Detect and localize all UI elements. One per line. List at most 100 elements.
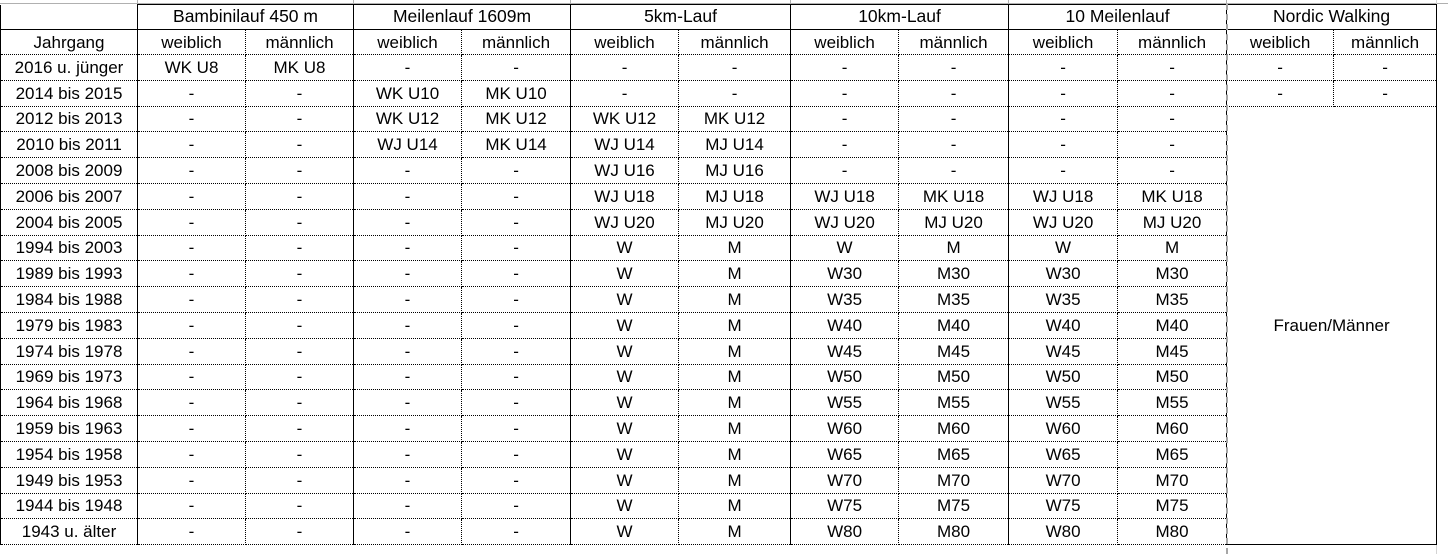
cell-bambinilauf-weiblich: - (137, 235, 246, 262)
cell-10meilen-maennlich: - (1117, 80, 1228, 107)
table-row: 1989 bis 1993- - - - W M W30 M30 W30 M30 (0, 260, 1437, 288)
cell-10meilen-maennlich: M30 (1117, 260, 1228, 288)
cell-meilenlauf-weiblich: - (353, 441, 463, 468)
cell-5km-weiblich: WK U12 (570, 106, 680, 133)
cell-10km-weiblich: W80 (790, 518, 900, 546)
gutter-horizontal-rule (0, 3, 1448, 4)
cell-meilenlauf-maennlich: - (461, 415, 572, 442)
cell-5km-maennlich: MJ U18 (678, 183, 792, 210)
event-header-bambinilauf: Bambinilauf 450 m (136, 4, 355, 30)
cell-10km-weiblich: W55 (790, 389, 900, 417)
row-header-jahrgang: 2010 bis 2011 (0, 131, 138, 159)
table-row: 1979 bis 1983- - - - W M W40 M40 W40 M40 (0, 312, 1437, 339)
cell-10meilen-maennlich: - (1117, 54, 1228, 81)
gutter-column-divider-4 (790, 0, 791, 4)
cell-meilenlauf-maennlich: - (461, 312, 572, 339)
cell-meilenlauf-weiblich: - (353, 183, 463, 210)
cell-10meilen-weiblich: - (1008, 54, 1119, 81)
cell-bambinilauf-weiblich: - (137, 493, 246, 520)
cell-5km-maennlich: - (678, 54, 792, 81)
event-header-5km-lauf: 5km-Lauf (570, 4, 792, 30)
cell-meilenlauf-weiblich: - (353, 338, 463, 365)
row-header-jahrgang: 1979 bis 1983 (0, 312, 138, 339)
cell-5km-weiblich: WJ U16 (570, 157, 680, 184)
cell-meilenlauf-maennlich: - (461, 441, 572, 468)
cell-bambinilauf-weiblich: - (137, 338, 246, 365)
cell-10km-weiblich: WJ U20 (790, 209, 900, 236)
cell-bambinilauf-maennlich: - (244, 235, 355, 262)
cell-10km-weiblich: W30 (790, 260, 900, 288)
cell-bambinilauf-maennlich: - (244, 493, 355, 520)
cell-5km-weiblich: W (570, 441, 680, 468)
cell-5km-weiblich: W (570, 415, 680, 442)
column-header-bambinilauf-maennlich: männlich (244, 29, 355, 55)
table-row: 1974 bis 1978- - - - W M W45 M45 W45 M45 (0, 338, 1437, 365)
cell-10km-maennlich: M35 (898, 286, 1010, 313)
cell-meilenlauf-maennlich: - (461, 183, 572, 210)
cell-10km-weiblich: - (790, 157, 900, 184)
cell-10meilen-weiblich: - (1008, 80, 1119, 107)
cell-10meilen-maennlich: M45 (1117, 338, 1228, 365)
cell-10meilen-weiblich: W65 (1008, 441, 1119, 468)
cell-5km-weiblich: W (570, 493, 680, 520)
header-row-events: Bambinilauf 450 m Meilenlauf 1609m 5km-L… (0, 4, 1438, 30)
cell-10km-maennlich: M70 (898, 467, 1010, 494)
cell-bambinilauf-weiblich: - (137, 209, 246, 236)
cell-10km-maennlich: - (898, 131, 1010, 159)
cell-meilenlauf-weiblich: WK U10 (353, 80, 463, 107)
row-header-jahrgang: 1969 bis 1973 (0, 364, 138, 391)
cell-10meilen-weiblich: W60 (1008, 415, 1119, 442)
cell-meilenlauf-weiblich: - (353, 157, 463, 184)
cell-meilenlauf-maennlich: - (461, 364, 572, 391)
column-header-10meilen-maennlich: männlich (1117, 29, 1228, 55)
cell-10km-maennlich: MJ U20 (898, 209, 1010, 236)
cell-bambinilauf-maennlich: - (244, 106, 355, 133)
cell-5km-maennlich: MJ U14 (678, 131, 792, 159)
cell-bambinilauf-maennlich: - (244, 260, 355, 288)
cell-10meilen-weiblich: W45 (1008, 338, 1119, 365)
cell-10km-weiblich: W75 (790, 493, 900, 520)
row-header-jahrgang: 2012 bis 2013 (0, 106, 138, 133)
column-header-5km-maennlich: männlich (678, 29, 792, 55)
cell-10km-maennlich: M75 (898, 493, 1010, 520)
gutter-column-divider-3 (570, 0, 571, 4)
cell-5km-maennlich: M (678, 312, 792, 339)
row-header-jahrgang: 1943 u. älter (0, 518, 138, 546)
cell-nordic-weiblich: - (1226, 80, 1335, 107)
cell-10meilen-maennlich: M (1117, 235, 1228, 262)
cell-10km-weiblich: - (790, 80, 900, 107)
cell-10km-maennlich: M50 (898, 364, 1010, 391)
cell-5km-maennlich: M (678, 467, 792, 494)
cell-5km-weiblich: W (570, 389, 680, 417)
cell-bambinilauf-maennlich: - (244, 338, 355, 365)
cell-10meilen-weiblich: W55 (1008, 389, 1119, 417)
cell-bambinilauf-weiblich: - (137, 286, 246, 313)
gutter-column-divider-1 (137, 0, 138, 4)
cell-5km-weiblich: W (570, 312, 680, 339)
cell-10meilen-maennlich: - (1117, 157, 1228, 184)
cell-10meilen-maennlich: - (1117, 131, 1228, 159)
cell-5km-weiblich: W (570, 518, 680, 546)
cell-nordic-maennlich: - (1333, 54, 1438, 81)
table-row: 1994 bis 2003- - - - W M W M W M (0, 235, 1437, 262)
cell-5km-weiblich: - (570, 54, 680, 81)
table-row: 1969 bis 1973- - - - W M W50 M50 W50 M50 (0, 364, 1437, 391)
cell-10km-maennlich: M45 (898, 338, 1010, 365)
cell-meilenlauf-maennlich: - (461, 209, 572, 236)
cell-10meilen-weiblich: - (1008, 157, 1119, 184)
row-header-jahrgang: 1964 bis 1968 (0, 389, 138, 417)
cell-bambinilauf-maennlich: - (244, 467, 355, 494)
cell-5km-weiblich: W (570, 260, 680, 288)
cell-meilenlauf-weiblich: - (353, 260, 463, 288)
column-header-bambinilauf-weiblich: weiblich (137, 29, 246, 55)
cell-bambinilauf-maennlich: - (244, 80, 355, 107)
cell-nordic-weiblich: - (1226, 54, 1335, 81)
cell-5km-maennlich: M (678, 286, 792, 313)
cell-5km-maennlich: M (678, 518, 792, 546)
cell-bambinilauf-weiblich: - (137, 80, 246, 107)
cell-10meilen-maennlich: M50 (1117, 364, 1228, 391)
cell-5km-weiblich: WJ U20 (570, 209, 680, 236)
cell-bambinilauf-maennlich: - (244, 286, 355, 313)
cell-meilenlauf-maennlich: - (461, 389, 572, 417)
cell-10meilen-weiblich: W75 (1008, 493, 1119, 520)
